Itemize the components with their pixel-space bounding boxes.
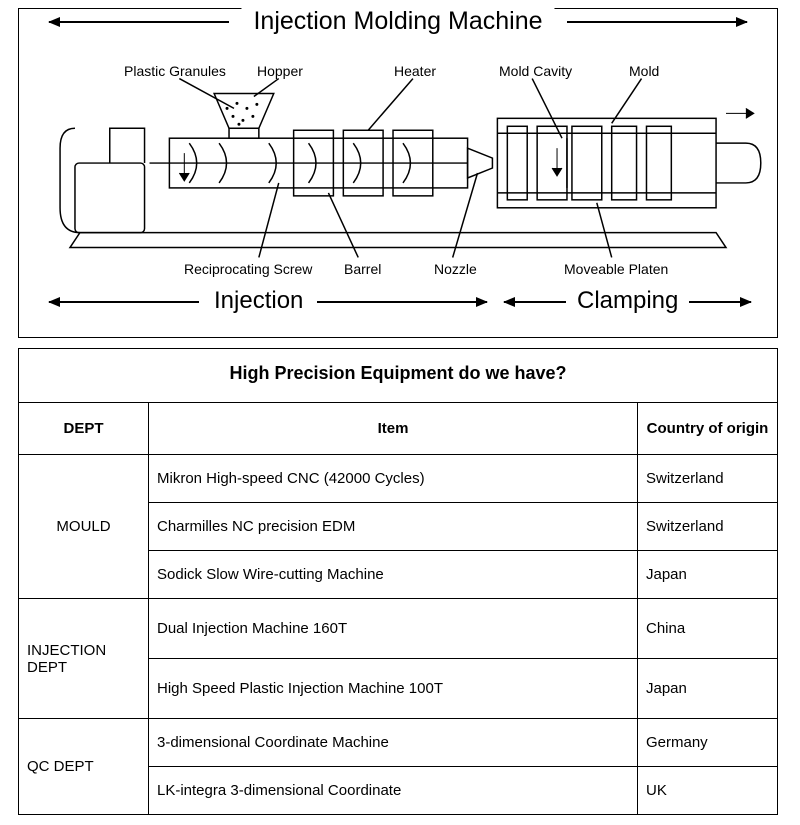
equipment-table-container: High Precision Equipment do we have? DEP…: [18, 348, 778, 815]
header-dept: DEPT: [19, 403, 149, 455]
equipment-table: DEPT Item Country of origin MOULD Mikron…: [18, 402, 778, 815]
section-clamping: Clamping: [577, 287, 678, 315]
label-barrel: Barrel: [344, 261, 381, 277]
dept-cell: INJECTION DEPT: [19, 599, 149, 719]
item-cell: Charmilles NC precision EDM: [149, 503, 638, 551]
country-cell: Japan: [638, 659, 778, 719]
country-cell: Switzerland: [638, 455, 778, 503]
item-cell: Mikron High-speed CNC (42000 Cycles): [149, 455, 638, 503]
item-cell: LK-integra 3-dimensional Coordinate: [149, 767, 638, 815]
country-cell: UK: [638, 767, 778, 815]
country-cell: Germany: [638, 719, 778, 767]
item-cell: High Speed Plastic Injection Machine 100…: [149, 659, 638, 719]
item-cell: 3-dimensional Coordinate Machine: [149, 719, 638, 767]
table-row: MOULD Mikron High-speed CNC (42000 Cycle…: [19, 455, 778, 503]
clamping-arrow-left: [504, 301, 566, 303]
injection-arrow-right: [317, 301, 487, 303]
header-item: Item: [149, 403, 638, 455]
item-cell: Sodick Slow Wire-cutting Machine: [149, 551, 638, 599]
section-injection: Injection: [214, 287, 303, 315]
dept-cell: QC DEPT: [19, 719, 149, 815]
label-screw: Reciprocating Screw: [184, 261, 312, 277]
label-nozzle: Nozzle: [434, 261, 477, 277]
table-row: INJECTION DEPT Dual Injection Machine 16…: [19, 599, 778, 659]
injection-arrow-left: [49, 301, 199, 303]
country-cell: Japan: [638, 551, 778, 599]
header-country: Country of origin: [638, 403, 778, 455]
country-cell: Switzerland: [638, 503, 778, 551]
label-platen: Moveable Platen: [564, 261, 668, 277]
diagram-container: Injection Molding Machine Plastic Granul…: [18, 8, 778, 338]
country-cell: China: [638, 599, 778, 659]
table-row: QC DEPT 3-dimensional Coordinate Machine…: [19, 719, 778, 767]
table-title: High Precision Equipment do we have?: [18, 348, 778, 402]
dept-cell: MOULD: [19, 455, 149, 599]
table-header-row: DEPT Item Country of origin: [19, 403, 778, 455]
item-cell: Dual Injection Machine 160T: [149, 599, 638, 659]
clamping-arrow-right: [689, 301, 751, 303]
